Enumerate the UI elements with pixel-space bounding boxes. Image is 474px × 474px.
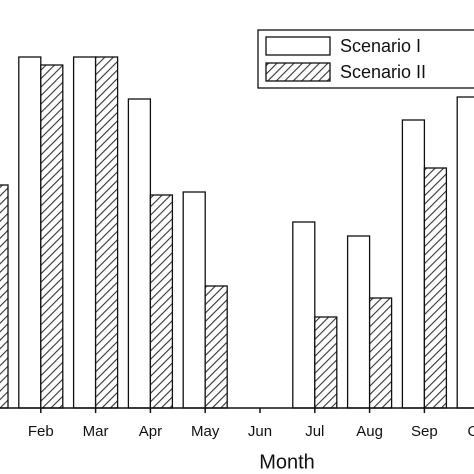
bar: [423, 167, 448, 409]
bar: [292, 221, 316, 409]
x-tick-label: Jun: [248, 423, 272, 440]
x-tick-label: Sep: [411, 423, 438, 440]
bar: [401, 119, 426, 409]
bar: [204, 285, 228, 409]
bar: [314, 316, 338, 409]
legend-swatch: [265, 62, 331, 82]
legend-swatch: [265, 36, 331, 56]
x-tick-label: Mar: [83, 423, 109, 440]
bar: [127, 98, 152, 409]
bar: [94, 56, 119, 409]
x-tick-label: Oct: [468, 423, 474, 440]
x-tick-label: Apr: [139, 423, 162, 440]
bar: [40, 64, 64, 409]
bar: [368, 297, 393, 409]
bar: [346, 235, 371, 409]
bar: [18, 56, 42, 409]
x-tick-label: Jul: [305, 423, 324, 440]
bar: [0, 184, 9, 409]
x-tick-label: Feb: [28, 423, 54, 440]
x-axis-title: Month: [259, 451, 315, 473]
bar: [72, 56, 97, 409]
bar: [456, 96, 474, 409]
legend-label: Scenario II: [340, 62, 426, 82]
x-tick-label: Aug: [356, 423, 383, 440]
bar: [182, 191, 206, 409]
x-tick-label: May: [191, 423, 220, 440]
bar: [149, 194, 174, 409]
legend-label: Scenario I: [340, 36, 421, 56]
